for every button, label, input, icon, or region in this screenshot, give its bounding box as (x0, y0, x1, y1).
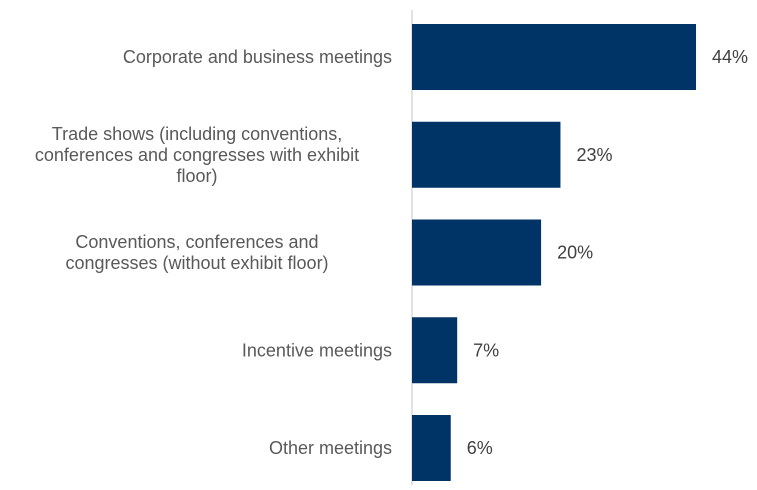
category-label-2: Conventions, conferences and congresses (… (65, 232, 328, 273)
value-label-4: 6% (467, 438, 493, 458)
category-label-line: Incentive meetings (242, 340, 392, 360)
category-label-line: Other meetings (269, 438, 392, 458)
bar-3 (412, 317, 458, 384)
category-label-line: congresses (without exhibit floor) (65, 253, 328, 273)
value-label-3: 7% (473, 340, 499, 360)
bar-1 (412, 121, 561, 188)
category-label-0: Corporate and business meetings (123, 47, 392, 67)
value-label-1: 23% (576, 145, 612, 165)
category-label-line: conferences and congresses with exhibit (35, 145, 359, 165)
bar-4 (412, 415, 451, 481)
category-label-line: floor) (176, 166, 217, 186)
bar-2 (412, 219, 542, 286)
value-label-2: 20% (557, 243, 593, 263)
category-label-1: Trade shows (including conventions, confe… (35, 124, 359, 186)
category-label-line: Conventions, conferences and (75, 232, 318, 252)
category-label-4: Other meetings (269, 438, 392, 458)
value-label-0: 44% (712, 47, 748, 67)
bar-0 (412, 24, 696, 90)
category-label-line: Corporate and business meetings (123, 47, 392, 67)
category-label-line: Trade shows (including conventions, (52, 124, 343, 144)
category-label-3: Incentive meetings (242, 340, 392, 360)
